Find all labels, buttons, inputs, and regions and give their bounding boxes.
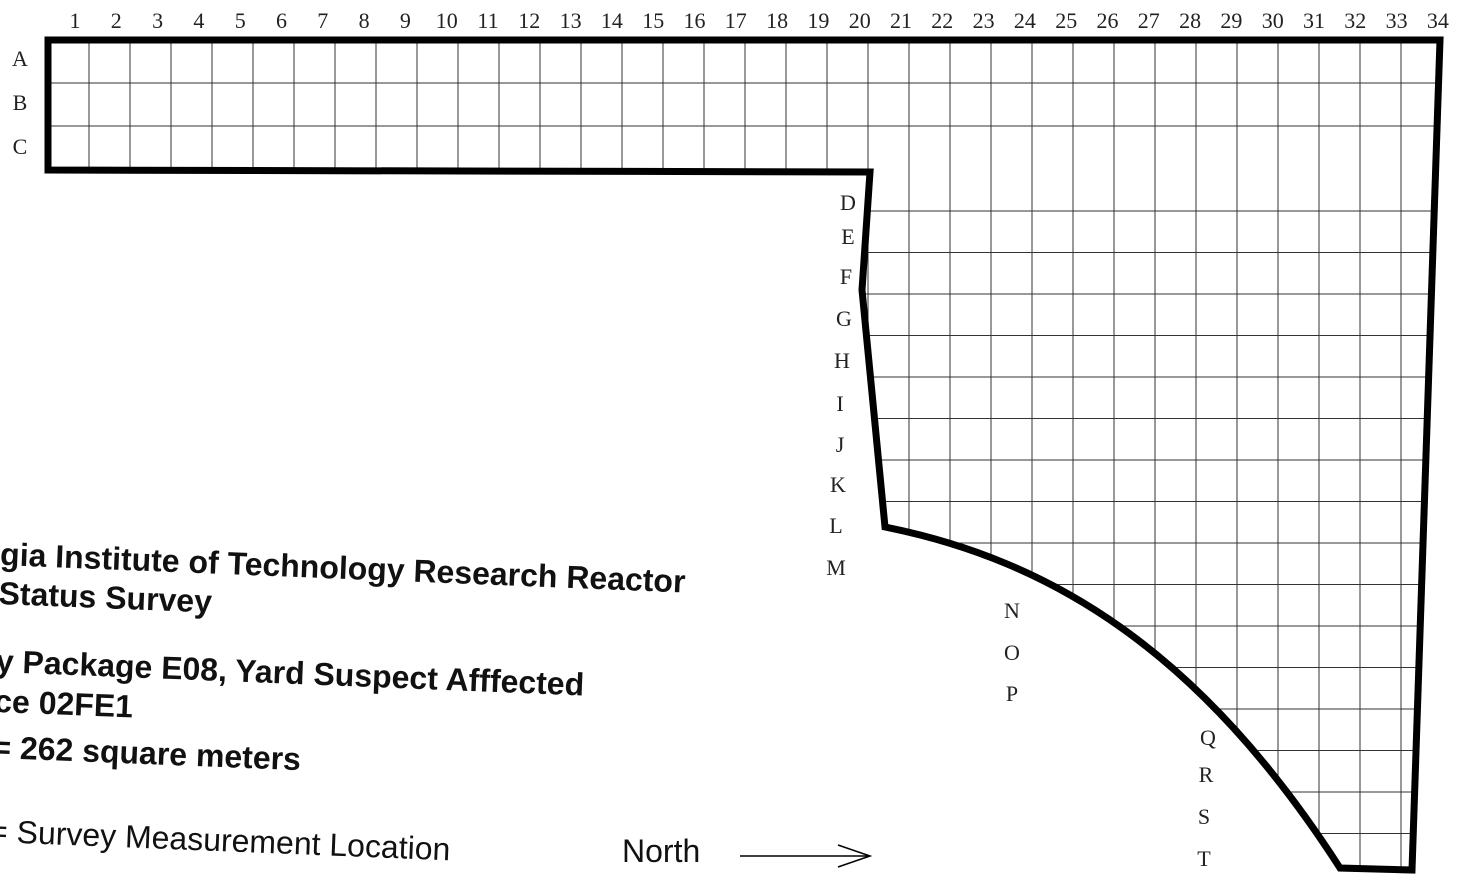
column-label: 15 xyxy=(642,8,664,33)
labels: 1 2 3 4 5 6 7 8 9 10 11 12 13 14 15 16 17 18 19 20 21 22 23 24 2… xyxy=(12,8,1449,871)
column-label: 25 xyxy=(1055,8,1077,33)
row-label: O xyxy=(1004,640,1020,665)
column-label: 30 xyxy=(1262,8,1284,33)
column-label: 17 xyxy=(725,8,747,33)
column-label: 6 xyxy=(276,8,287,33)
row-label: H xyxy=(834,348,850,373)
column-label: 24 xyxy=(1014,8,1036,33)
column-label: 12 xyxy=(518,8,540,33)
column-label: 19 xyxy=(807,8,829,33)
row-label: B xyxy=(13,90,28,115)
column-label: 23 xyxy=(973,8,995,33)
row-label: K xyxy=(830,472,846,497)
column-label: 9 xyxy=(400,8,411,33)
row-label: F xyxy=(840,264,852,289)
column-label: 34 xyxy=(1427,8,1449,33)
column-label: 21 xyxy=(890,8,912,33)
column-label: 14 xyxy=(601,8,623,33)
column-label: 27 xyxy=(1138,8,1160,33)
row-label: M xyxy=(826,555,846,580)
row-label: D xyxy=(840,190,856,215)
row-label: Q xyxy=(1200,725,1216,750)
column-label: 2 xyxy=(111,8,122,33)
column-label: 32 xyxy=(1344,8,1366,33)
column-label: 26 xyxy=(1097,8,1119,33)
column-label: 11 xyxy=(477,8,498,33)
column-label: 8 xyxy=(359,8,370,33)
legend: = Survey Measurement Location xyxy=(0,813,451,867)
caption-line: Status Survey xyxy=(0,575,213,620)
column-label: 31 xyxy=(1303,8,1325,33)
row-label: E xyxy=(841,224,854,249)
row-label: G xyxy=(836,306,852,331)
column-label: 22 xyxy=(931,8,953,33)
row-label: A xyxy=(12,46,28,71)
row-label: I xyxy=(836,391,843,416)
column-label: 3 xyxy=(152,8,163,33)
row-label: J xyxy=(836,432,845,457)
row-label: L xyxy=(829,513,842,538)
row-label: N xyxy=(1004,598,1020,623)
column-label: 20 xyxy=(849,8,871,33)
boundary xyxy=(44,36,1444,874)
column-label: 29 xyxy=(1220,8,1242,33)
north-arrow xyxy=(740,844,873,868)
row-label: R xyxy=(1199,762,1214,787)
caption-line: = 262 square meters xyxy=(0,729,302,777)
north-label: North xyxy=(622,833,700,869)
column-label: 18 xyxy=(766,8,788,33)
caption-line: ce 02FE1 xyxy=(0,683,134,725)
column-label: 4 xyxy=(193,8,204,33)
row-label: C xyxy=(13,134,28,159)
column-label: 7 xyxy=(317,8,328,33)
column-label: 1 xyxy=(70,8,81,33)
row-label: S xyxy=(1198,804,1210,829)
column-label: 5 xyxy=(235,8,246,33)
caption: gia Institute of Technology Research Rea… xyxy=(0,536,686,867)
row-label: P xyxy=(1006,681,1018,706)
column-label: 28 xyxy=(1179,8,1201,33)
column-label: 16 xyxy=(684,8,706,33)
column-label: 13 xyxy=(560,8,582,33)
column-label: 10 xyxy=(436,8,458,33)
row-label: T xyxy=(1197,846,1211,871)
column-label: 33 xyxy=(1386,8,1408,33)
